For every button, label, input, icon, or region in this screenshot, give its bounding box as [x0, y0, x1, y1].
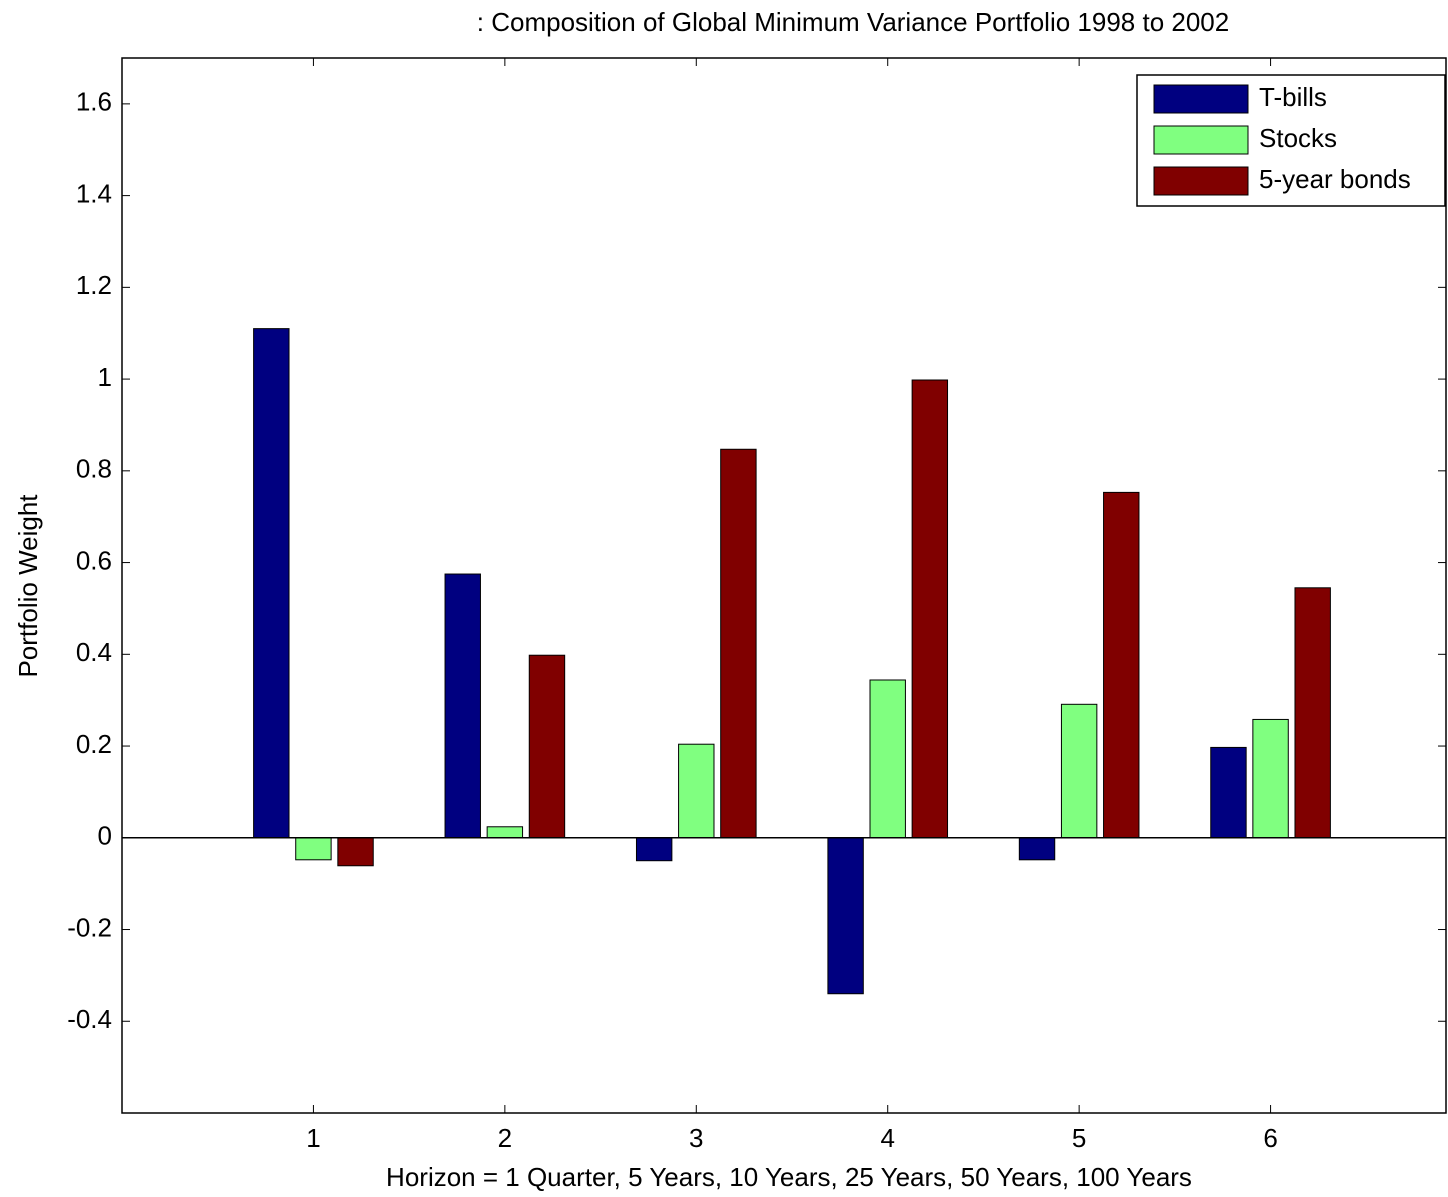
x-axis-label: Horizon = 1 Quarter, 5 Years, 10 Years, … — [386, 1162, 1192, 1192]
y-axis-label: Portfolio Weight — [13, 494, 43, 678]
y-tick-label: 1.2 — [76, 270, 112, 300]
y-tick-label: 1.6 — [76, 87, 112, 117]
y-tick-label: 0.4 — [76, 637, 112, 667]
x-tick-label: 4 — [880, 1123, 894, 1153]
legend-label: Stocks — [1259, 123, 1337, 153]
legend-label: T-bills — [1259, 82, 1327, 112]
y-tick-label: 0.6 — [76, 545, 112, 575]
legend-label: 5-year bonds — [1259, 164, 1411, 194]
bar — [337, 837, 374, 867]
y-tick-label: 1 — [98, 362, 112, 392]
x-tick-label: 5 — [1072, 1123, 1086, 1153]
legend-swatch — [1153, 84, 1249, 114]
y-tick-label: -0.2 — [67, 912, 112, 942]
bar — [444, 573, 481, 839]
legend-swatch — [1153, 166, 1249, 196]
x-tick-label: 6 — [1263, 1123, 1277, 1153]
y-tick-label: -0.4 — [67, 1004, 112, 1034]
bar — [635, 837, 673, 862]
bar — [1018, 837, 1056, 861]
bar — [253, 328, 290, 839]
bar — [486, 826, 524, 839]
x-tick-label: 1 — [306, 1123, 320, 1153]
bar — [869, 679, 906, 839]
bar — [678, 743, 715, 839]
y-tick-label: 0.2 — [76, 729, 112, 759]
bar — [1210, 746, 1247, 839]
bar — [720, 448, 757, 839]
bar — [1252, 718, 1289, 839]
bar — [911, 379, 949, 839]
bar — [827, 837, 864, 995]
y-tick-label: 0 — [98, 821, 112, 851]
bar — [295, 837, 332, 861]
y-tick-label: 1.4 — [76, 178, 112, 208]
bar — [1294, 587, 1331, 839]
x-tick-label: 2 — [498, 1123, 512, 1153]
y-tick-label: 0.8 — [76, 454, 112, 484]
plot-frame — [121, 57, 1447, 1114]
bar — [1103, 491, 1140, 839]
legend-swatch — [1153, 125, 1249, 155]
bar — [1060, 703, 1098, 839]
chart-title: : Composition of Global Minimum Variance… — [477, 7, 1229, 37]
x-tick-label: 3 — [689, 1123, 703, 1153]
bar — [528, 654, 566, 839]
